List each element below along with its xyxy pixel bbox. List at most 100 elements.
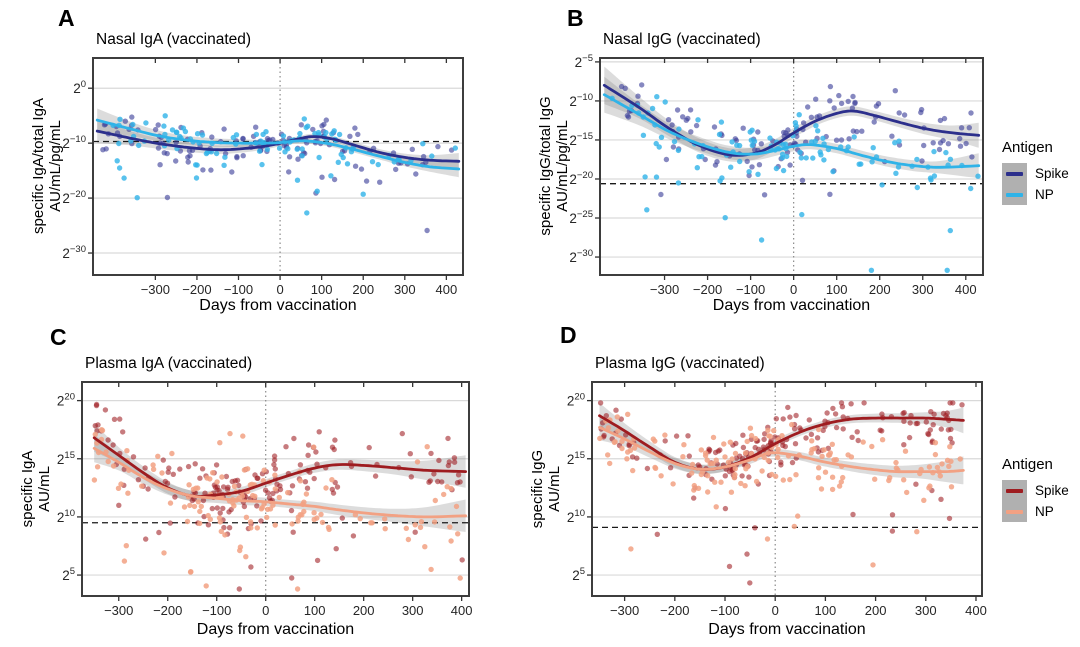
svg-text:25: 25	[572, 566, 585, 583]
svg-text:0: 0	[262, 603, 269, 618]
svg-text:−300: −300	[141, 282, 170, 297]
np-line-swatch	[1006, 192, 1023, 197]
legend-entry-spike: Spike	[1002, 163, 1080, 184]
legend-entry-spike: Spike	[1002, 480, 1080, 501]
svg-text:300: 300	[402, 603, 424, 618]
legend-entry-np: NP	[1002, 501, 1080, 522]
svg-text:−300: −300	[104, 603, 133, 618]
axes: −300 −200 −100 0 100 200 300 400 20 2−10 2−20 2−30	[62, 57, 464, 297]
svg-text:220: 220	[57, 392, 75, 409]
legend-entry-np: NP	[1002, 184, 1080, 205]
panel-c: −300 −200 −100 0 100 200 300 400 220 215 210 25 C P…	[10, 322, 490, 647]
scatter-points	[100, 113, 458, 234]
svg-text:−300: −300	[610, 603, 639, 618]
svg-text:2−5: 2−5	[575, 53, 593, 70]
svg-text:−100: −100	[736, 282, 765, 297]
svg-text:−200: −200	[693, 282, 722, 297]
spike-band-swatch	[1002, 163, 1027, 184]
svg-text:2−15: 2−15	[569, 131, 593, 148]
smoothed-curves	[92, 436, 468, 519]
svg-text:210: 210	[567, 508, 585, 525]
svg-text:2−10: 2−10	[62, 134, 86, 151]
panel-b-xlabel: Days from vaccination	[712, 297, 871, 314]
svg-text:−200: −200	[153, 603, 182, 618]
axes: −300 −200 −100 0 100 200 300 400 220 215 210 25	[567, 381, 987, 618]
svg-text:2−10: 2−10	[569, 92, 593, 109]
svg-text:200: 200	[352, 282, 374, 297]
svg-text:−100: −100	[224, 282, 253, 297]
svg-text:215: 215	[567, 450, 585, 467]
panel-a-label: A	[58, 5, 75, 31]
svg-text:2−30: 2−30	[62, 244, 86, 261]
np-band-swatch	[1002, 501, 1027, 522]
panel-a-chart: −300 −200 −100 0 100 200 300 400 20 2−10 2−20 2−30	[62, 57, 464, 297]
svg-text:−200: −200	[660, 603, 689, 618]
svg-text:0: 0	[772, 603, 779, 618]
panel-b: −300 −200 −100 0 100 200 300 400 2−5 2−10 2−15 2−20…	[525, 5, 1005, 322]
panel-b-label: B	[567, 5, 584, 31]
svg-text:100: 100	[826, 282, 848, 297]
axes: −300 −200 −100 0 100 200 300 400 2−5 2−10 2−15 2−20…	[569, 53, 984, 297]
svg-text:200: 200	[353, 603, 375, 618]
svg-text:−100: −100	[710, 603, 739, 618]
svg-text:2−25: 2−25	[569, 209, 593, 226]
panel-a: −300 −200 −100 0 100 200 300 400 20 2−10 2−20 2−30 …	[20, 5, 520, 322]
panel-d-ylabel: specific IgG AU/mL	[529, 449, 563, 529]
panel-d: −300 −200 −100 0 100 200 300 400 220 215 210 25 D P…	[520, 322, 1000, 647]
panel-a-title: Nasal IgA (vaccinated)	[96, 31, 252, 48]
svg-text:210: 210	[57, 508, 75, 525]
svg-text:200: 200	[869, 282, 891, 297]
svg-text:−300: −300	[650, 282, 679, 297]
spike-line-swatch	[1006, 171, 1023, 176]
svg-text:100: 100	[311, 282, 333, 297]
svg-text:100: 100	[815, 603, 837, 618]
svg-text:400: 400	[436, 282, 458, 297]
axes: −300 −200 −100 0 100 200 300 400 220 215 210 25	[57, 381, 473, 618]
svg-text:0: 0	[276, 282, 283, 297]
svg-text:300: 300	[915, 603, 937, 618]
svg-text:400: 400	[965, 603, 987, 618]
legend-title: Antigen	[1002, 456, 1053, 473]
panel-b-ylabel: specific IgG/total IgG AU/mL/pg/mL	[537, 96, 571, 236]
legend-title: Antigen	[1002, 139, 1053, 156]
svg-text:25: 25	[62, 566, 75, 583]
panel-c-title: Plasma IgA (vaccinated)	[85, 355, 253, 372]
svg-text:−100: −100	[202, 603, 231, 618]
gridlines	[592, 382, 982, 596]
smoothed-curves	[598, 414, 965, 474]
smoothed-curves	[602, 83, 981, 169]
scatter-points	[609, 82, 981, 273]
svg-text:2−20: 2−20	[569, 170, 593, 187]
panel-c-label: C	[50, 324, 67, 350]
svg-text:0: 0	[790, 282, 797, 297]
legend-antigen-bottom: Antigen Spike NP	[1002, 456, 1080, 522]
panel-d-label: D	[560, 322, 577, 348]
svg-text:220: 220	[567, 392, 585, 409]
np-band-swatch	[1002, 184, 1027, 205]
panel-b-chart: −300 −200 −100 0 100 200 300 400 2−5 2−10 2−15 2−20…	[569, 53, 984, 297]
svg-text:20: 20	[73, 79, 86, 96]
svg-text:400: 400	[451, 603, 473, 618]
svg-text:215: 215	[57, 450, 75, 467]
spike-band-swatch	[1002, 480, 1027, 501]
scatter-points	[91, 401, 465, 592]
smoothed-curves	[95, 118, 461, 171]
confidence-bands	[94, 423, 466, 532]
svg-text:200: 200	[865, 603, 887, 618]
legend-antigen-top: Antigen Spike NP	[1002, 139, 1080, 205]
svg-text:2−30: 2−30	[569, 248, 593, 265]
svg-text:100: 100	[304, 603, 326, 618]
svg-text:400: 400	[955, 282, 977, 297]
panel-a-xlabel: Days from vaccination	[199, 297, 357, 314]
panel-d-chart: −300 −200 −100 0 100 200 300 400 220 215 210 25	[567, 381, 987, 618]
panel-c-xlabel: Days from vaccination	[196, 621, 355, 638]
panel-d-title: Plasma IgG (vaccinated)	[595, 355, 765, 372]
np-line-swatch	[1006, 509, 1023, 514]
panel-b-title: Nasal IgG (vaccinated)	[603, 31, 761, 48]
spike-line-swatch	[1006, 488, 1023, 493]
scatter-points	[597, 400, 965, 586]
panel-d-xlabel: Days from vaccination	[708, 621, 866, 638]
panel-a-ylabel: specific IgA/total IgA AU/mL/pg/mL	[30, 98, 64, 234]
svg-text:300: 300	[394, 282, 416, 297]
